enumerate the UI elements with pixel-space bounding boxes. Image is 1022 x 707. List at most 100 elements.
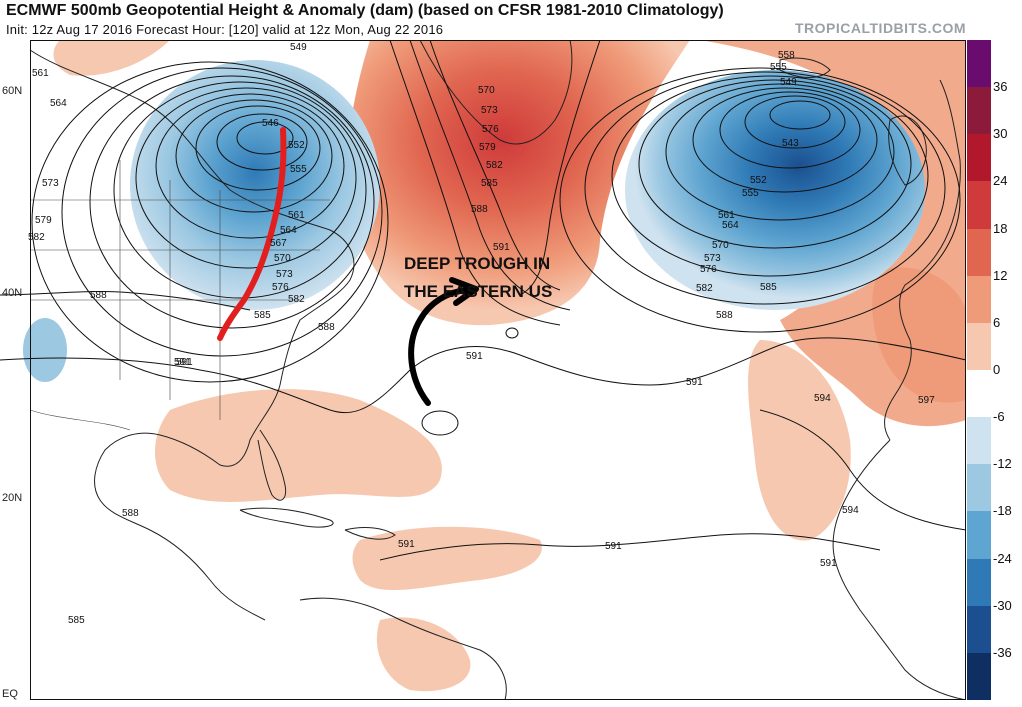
contour-labels: 561 564 573 579 582 588 591 546 549 552 … <box>28 42 935 626</box>
contour-label: 552 <box>750 175 767 186</box>
colorbar-swatch <box>967 275 991 324</box>
contour-label: 564 <box>50 98 67 109</box>
contour-label: 594 <box>814 393 831 404</box>
contour-label: 573 <box>704 253 721 264</box>
colorbar-tick-label: 12 <box>993 267 1008 283</box>
contour-594 <box>759 409 966 531</box>
coastlines <box>29 40 966 700</box>
hispaniola-coast <box>344 527 396 540</box>
south-america-coast <box>299 597 507 700</box>
west-low-contour-4 <box>175 99 333 213</box>
east-low-contour-5 <box>665 83 895 221</box>
contour-label: 591 <box>605 541 622 552</box>
east-low-contour-3 <box>719 91 861 169</box>
map-canvas: 561 564 573 579 582 588 591 546 549 552 … <box>0 40 966 700</box>
contour-label: 582 <box>28 232 45 243</box>
brand-watermark: TROPICALTIDBITS.COM <box>794 20 966 36</box>
contour-label: 570 <box>712 240 729 251</box>
ridge-contour-1 <box>429 40 561 291</box>
warm-anomaly-north-atlantic <box>347 40 690 326</box>
arrow-head <box>449 277 479 306</box>
africa-coast <box>832 439 966 700</box>
east-low-contour-7 <box>611 75 929 277</box>
anomaly-shading <box>23 40 966 692</box>
warm-anomaly-iberia <box>872 267 966 403</box>
colorbar-blocks <box>967 40 991 701</box>
contour-label: 588 <box>716 310 733 321</box>
contour-label: 549 <box>290 42 307 53</box>
colorbar-tick-label: 18 <box>993 220 1008 236</box>
warm-anomaly-south-america <box>376 617 471 692</box>
ridge-contour-2 <box>409 40 571 311</box>
contour-label: 597 <box>918 395 935 406</box>
colorbar-tick-label: -36 <box>993 644 1012 660</box>
warm-anomaly-west-ridge <box>53 40 170 76</box>
contour-label: 585 <box>254 310 271 321</box>
contour-label: 582 <box>288 294 305 305</box>
contour-label: 573 <box>276 269 293 280</box>
contour-label: 576 <box>482 124 499 135</box>
uk-coast <box>888 115 927 186</box>
contour-label: 588 <box>90 290 107 301</box>
west-low-contour-3 <box>195 105 321 191</box>
greenland-coast <box>419 40 573 145</box>
small-high-contour <box>421 410 459 436</box>
warm-anomaly-caribbean <box>352 526 542 591</box>
us-state-lines <box>30 160 330 420</box>
contour-label: 594 <box>842 505 859 516</box>
contour-label: 573 <box>42 178 59 189</box>
contour-label: 555 <box>770 62 787 73</box>
contour-label: 582 <box>486 160 503 171</box>
contour-label: 582 <box>696 283 713 294</box>
contour-label: 588 <box>122 508 139 519</box>
trough-anomaly-east <box>625 70 925 310</box>
colorbar-tick-label: 0 <box>993 362 1001 377</box>
contour-label: 564 <box>722 220 739 231</box>
colorbar-swatch <box>967 134 991 182</box>
east-low-contour-8 <box>584 71 946 305</box>
west-low-contour-8 <box>89 75 375 329</box>
cuba-coast <box>239 507 334 528</box>
arrow-annotation <box>408 277 479 406</box>
map-title: ECMWF 500mb Geopotential Height & Anomal… <box>6 2 724 19</box>
mexico-border <box>29 409 131 431</box>
west-low-contour-5 <box>155 93 345 239</box>
small-high-contour-2 <box>505 327 519 339</box>
florida-coast <box>257 429 287 501</box>
latitude-label-eq: EQ <box>2 688 18 700</box>
contour-label: 576 <box>272 282 289 293</box>
latitude-label-60n: 60N <box>2 85 23 97</box>
contour-label: 561 <box>288 210 305 221</box>
contour-label: 552 <box>288 140 305 151</box>
east-low-contour-1 <box>769 100 831 130</box>
west-low-contour-6 <box>135 87 357 269</box>
contour-label: 561 <box>32 68 49 79</box>
height-contours <box>0 40 966 561</box>
europe-coast <box>884 79 961 441</box>
political-borders <box>29 160 330 431</box>
colorbar-swatch <box>967 322 991 371</box>
contour-label: 561 <box>718 210 735 221</box>
west-low-contour-10 <box>31 61 389 383</box>
contour-label: 555 <box>290 164 307 175</box>
colorbar-swatch <box>967 87 991 135</box>
contour-label: 558 <box>778 50 795 61</box>
map-subtitle: Init: 12z Aug 17 2016 Forecast Hour: [12… <box>6 22 444 37</box>
colorbar-tick-label: 30 <box>993 126 1008 142</box>
map-header: ECMWF 500mb Geopotential Height & Anomal… <box>0 0 1022 40</box>
east-low-contour-4 <box>692 87 878 193</box>
cool-anomaly-gulf-coast <box>23 318 67 382</box>
arrow-shaft <box>408 287 469 406</box>
warm-anomaly-gulf <box>155 389 442 502</box>
anomaly-map: 561 564 573 579 582 588 591 546 549 552 … <box>0 40 966 700</box>
map-frame <box>30 40 966 700</box>
east-low-contour-9 <box>559 67 961 333</box>
contour-label: 591 <box>174 357 191 368</box>
colorbar-swatch <box>967 228 991 277</box>
colorbar: 36 30 24 18 12 6 0 -6 -12 -18 -24 -30 -36 <box>967 40 1022 701</box>
contour-label: 555 <box>742 188 759 199</box>
contour-label: 570 <box>274 253 291 264</box>
latitude-label-40n: 40N <box>2 287 23 299</box>
annotation-line-2: THE EASTERN US <box>404 282 553 301</box>
contour-label: 549 <box>780 77 797 88</box>
